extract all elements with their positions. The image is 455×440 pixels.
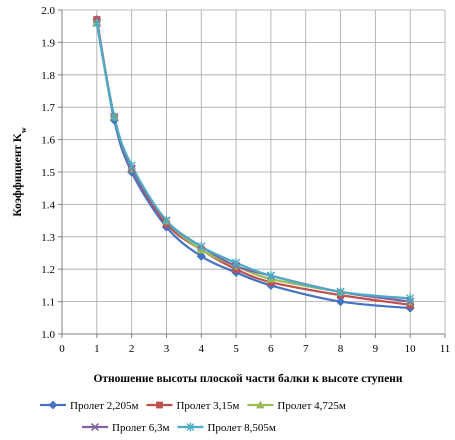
x-tick-label: 10 [405,343,417,355]
series-markers [92,15,415,313]
series-line [95,19,411,310]
y-tick-label: 1.0 [41,329,55,341]
legend-marker [91,423,99,431]
series-line [95,22,411,300]
series-line [95,19,411,306]
legend: Пролет 2,205м Пролет 3,15м Пролет 4,725мПр… [40,400,346,434]
legend-label: Пролет 8,505м [207,422,275,434]
y-tick-label: 1.7 [41,102,55,114]
series-lines [95,19,411,310]
x-tick-label: 3 [164,343,170,355]
legend-marker [186,422,195,432]
axes [58,9,446,338]
y-tick-label: 1.3 [41,232,55,244]
data-point-marker [406,293,415,303]
legend-marker [156,401,163,409]
data-point-marker [336,287,345,297]
data-point-marker [266,271,276,281]
gridlines [61,9,446,335]
series-line [95,22,411,303]
data-point-marker [231,258,241,268]
y-tick-label: 2.0 [41,5,55,17]
y-tick-label: 1.8 [41,70,55,82]
x-axis-title: Отношение высоты плоской части балки к в… [93,373,402,385]
legend-label: Пролет 6,3м [112,422,169,434]
y-tick-label: 1.1 [41,297,55,309]
data-point-marker [162,216,171,226]
legend-marker [48,400,58,410]
legend-label: Пролет 3,15м [176,400,239,412]
y-axis-title-main: Коэффициент K [12,133,24,217]
y-tick-label: 1.4 [41,199,55,211]
series-line [95,22,411,303]
y-tick-label: 1.5 [41,167,55,179]
data-point-marker [197,241,206,252]
legend-marker [256,400,265,409]
x-tick-label: 2 [129,343,135,355]
x-tick-label: 9 [373,343,379,355]
x-tick-label: 7 [303,343,309,355]
x-tick-label: 8 [338,343,344,355]
data-point-marker [335,297,346,307]
y-tick-label: 1.2 [41,264,55,276]
data-point-marker [127,160,136,171]
x-tick-label: 11 [440,343,451,355]
legend-label: Пролет 2,205м [70,400,138,412]
data-point-marker [196,251,206,261]
y-tick-label: 1.9 [41,37,55,49]
tick-labels: 1.0 1.1 1.2 1.3 1.4 1.5 1.6 1.7 1.8 1.9 2.0 0 1 2 3 4 5 6… [41,5,450,355]
data-point-marker [110,112,119,122]
legend-label: Пролет 4,725м [277,400,345,412]
x-tick-label: 4 [199,343,205,355]
x-tick-label: 0 [59,343,65,355]
data-point-marker [92,18,101,28]
x-tick-label: 5 [233,343,239,355]
x-tick-label: 1 [94,343,100,355]
x-tick-label: 6 [268,343,274,355]
y-axis-title: Коэффициент Kw [12,127,28,217]
y-axis-title-subscript: w [19,127,28,133]
y-tick-label: 1.6 [41,135,55,147]
